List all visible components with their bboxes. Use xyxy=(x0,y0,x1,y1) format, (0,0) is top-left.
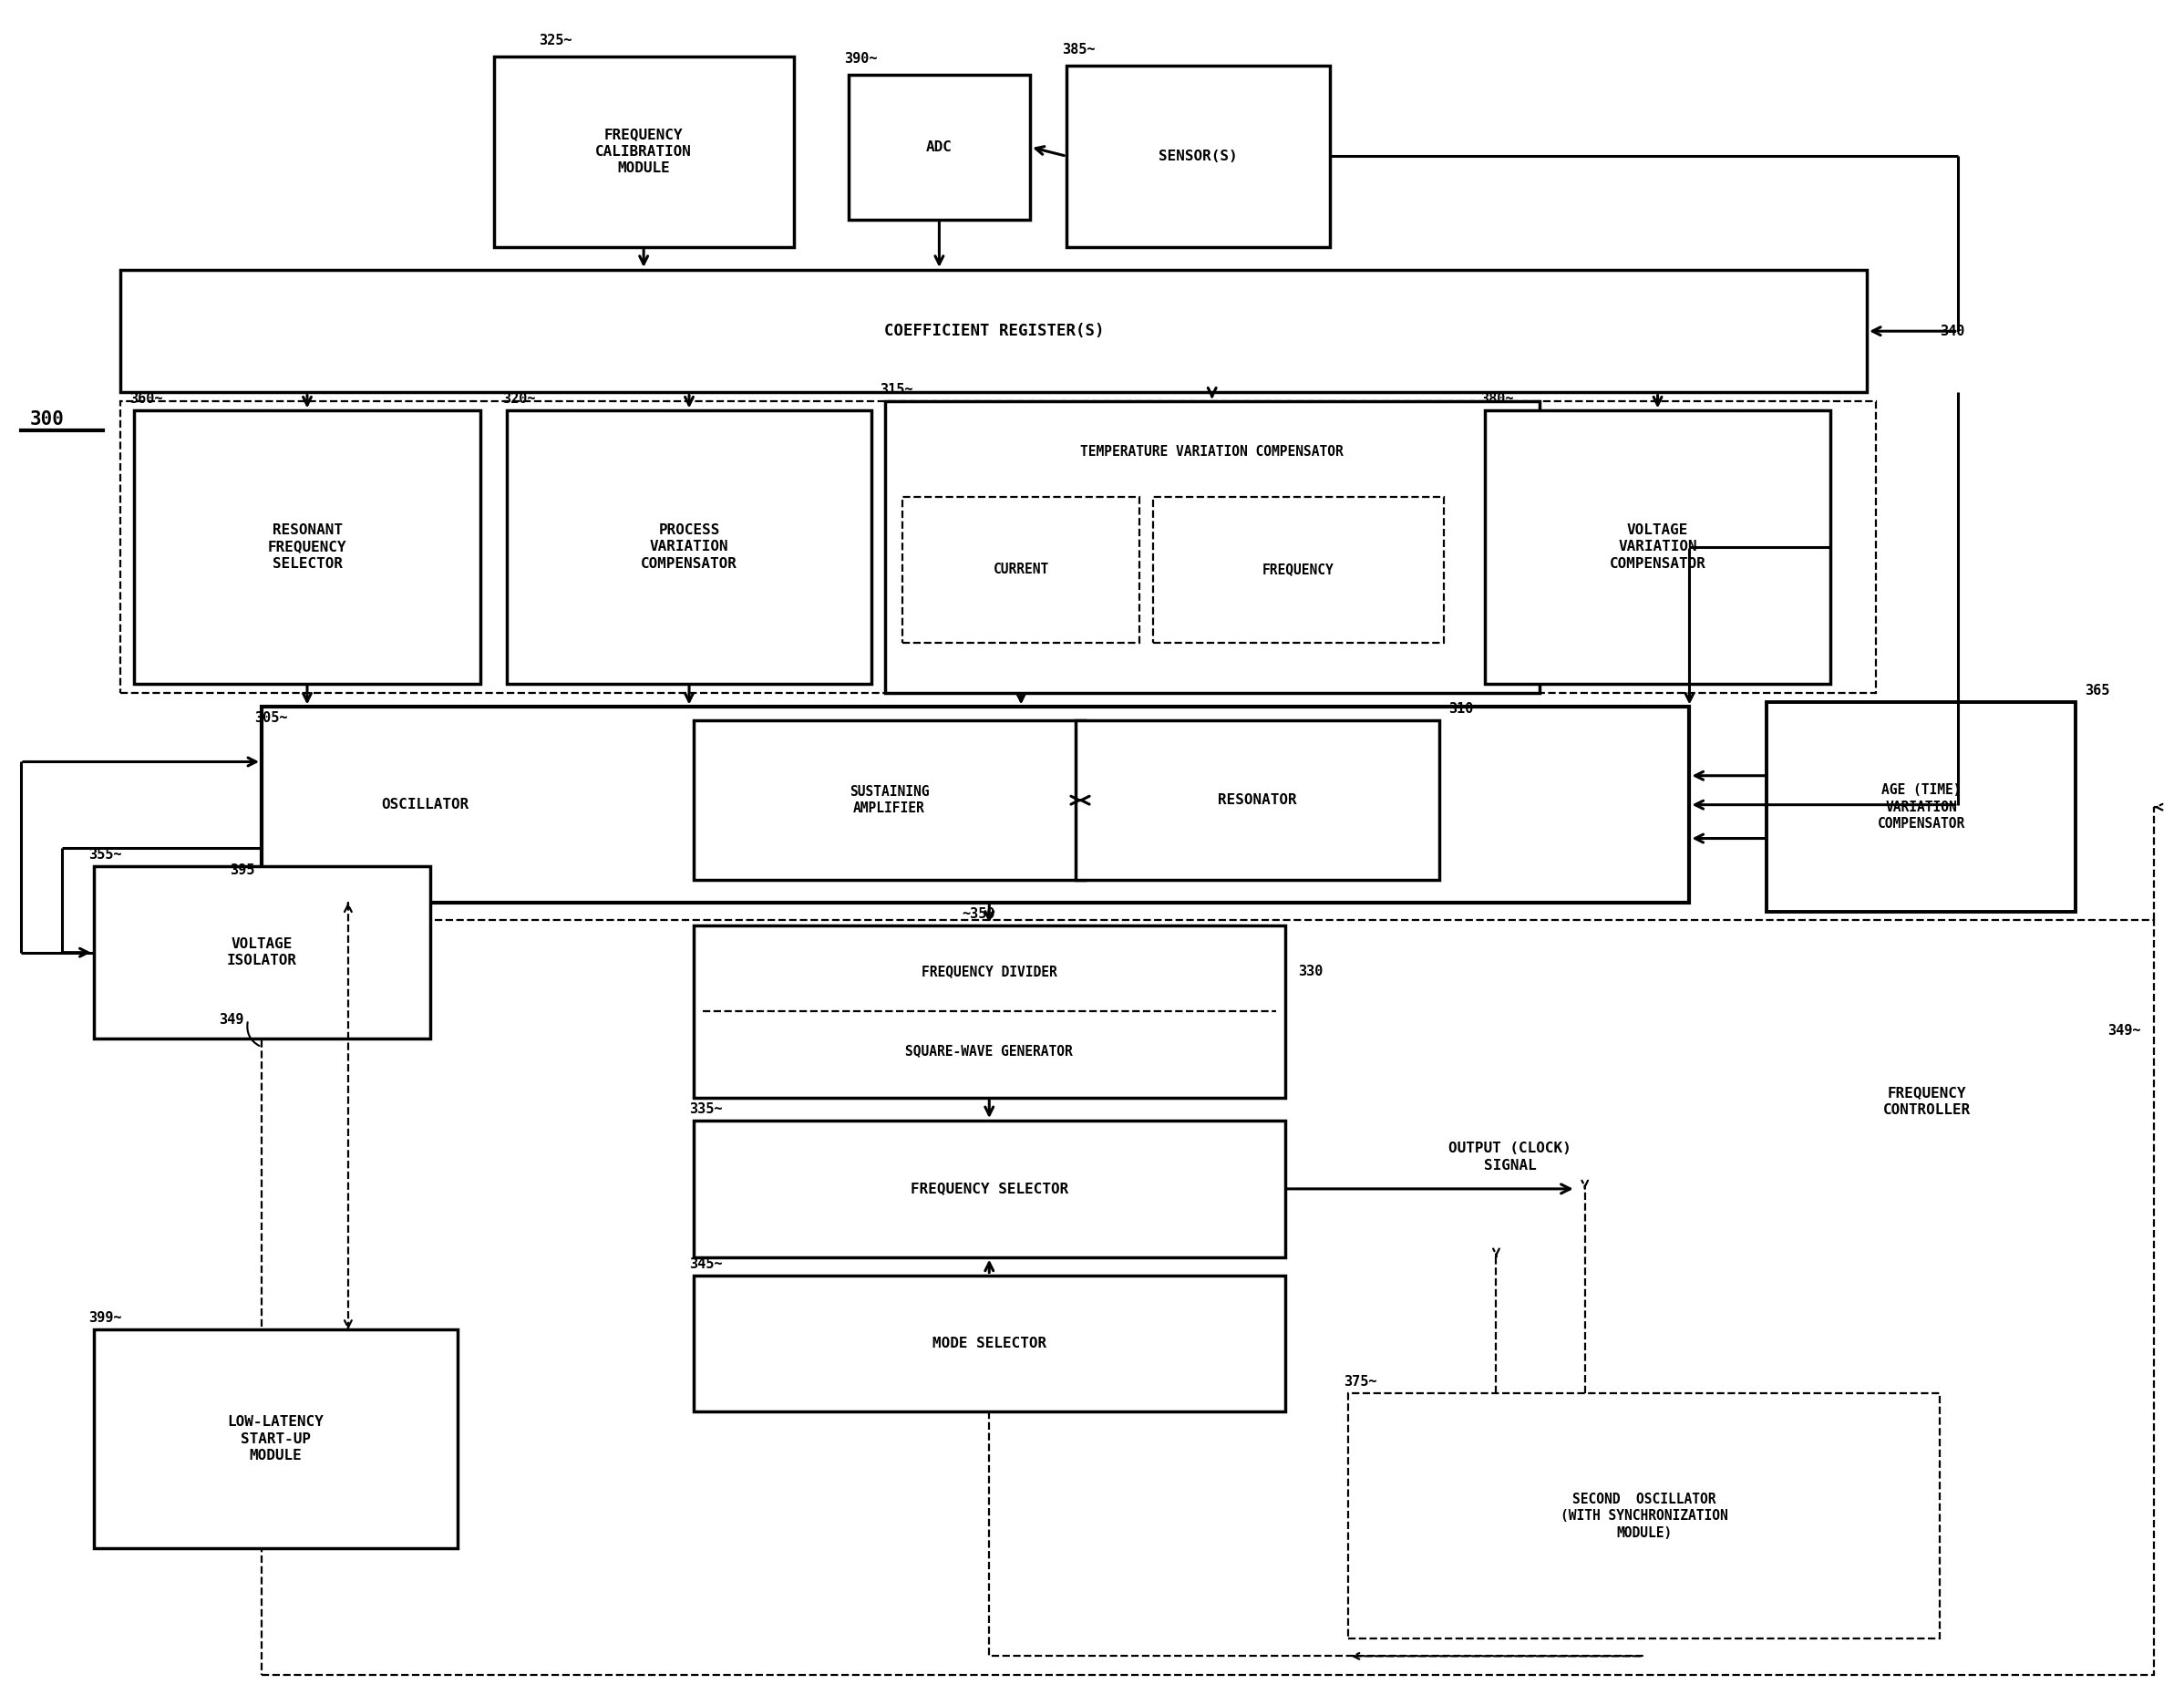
Text: 395: 395 xyxy=(229,864,256,878)
Text: SENSOR(S): SENSOR(S) xyxy=(1160,149,1238,163)
Bar xyxy=(135,410,480,683)
Text: FREQUENCY DIVIDER: FREQUENCY DIVIDER xyxy=(922,964,1057,978)
Bar xyxy=(1767,702,2077,912)
Text: 349~: 349~ xyxy=(2108,1024,2140,1037)
Bar xyxy=(120,402,1876,693)
Text: 360~: 360~ xyxy=(129,393,164,407)
Text: 335~: 335~ xyxy=(690,1102,723,1115)
Bar xyxy=(507,410,871,683)
Text: SUSTAINING
AMPLIFIER: SUSTAINING AMPLIFIER xyxy=(850,785,928,815)
Bar xyxy=(262,707,1690,902)
Bar xyxy=(847,75,1031,220)
Text: LOW-LATENCY
START-UP
MODULE: LOW-LATENCY START-UP MODULE xyxy=(227,1415,323,1463)
Text: AGE (TIME)
VARIATION
COMPENSATOR: AGE (TIME) VARIATION COMPENSATOR xyxy=(1878,783,1966,831)
Bar xyxy=(94,866,430,1039)
Bar xyxy=(494,56,793,247)
Text: 355~: 355~ xyxy=(90,848,122,861)
Bar xyxy=(1348,1393,1939,1639)
Text: FREQUENCY: FREQUENCY xyxy=(1262,563,1334,576)
Text: SQUARE-WAVE GENERATOR: SQUARE-WAVE GENERATOR xyxy=(906,1044,1072,1058)
Bar xyxy=(902,497,1140,642)
Text: SECOND  OSCILLATOR
(WITH SYNCHRONIZATION
MODULE): SECOND OSCILLATOR (WITH SYNCHRONIZATION … xyxy=(1559,1492,1728,1541)
Bar xyxy=(262,920,2153,1675)
Text: MODE SELECTOR: MODE SELECTOR xyxy=(933,1337,1046,1351)
Text: 390~: 390~ xyxy=(843,51,878,66)
Bar xyxy=(1077,720,1439,880)
Text: 340: 340 xyxy=(1939,324,1966,337)
Text: FREQUENCY
CONTROLLER: FREQUENCY CONTROLLER xyxy=(1883,1086,1970,1117)
Text: 380~: 380~ xyxy=(1481,393,1514,407)
Text: 300: 300 xyxy=(31,410,63,429)
Text: 310: 310 xyxy=(1448,702,1474,717)
Bar xyxy=(695,1120,1284,1258)
Text: VOLTAGE
ISOLATOR: VOLTAGE ISOLATOR xyxy=(227,937,297,968)
Text: FREQUENCY
CALIBRATION
MODULE: FREQUENCY CALIBRATION MODULE xyxy=(596,127,692,175)
Text: 330: 330 xyxy=(1299,964,1324,978)
Text: VOLTAGE
VARIATION
COMPENSATOR: VOLTAGE VARIATION COMPENSATOR xyxy=(1610,524,1706,571)
Text: COEFFICIENT REGISTER(S): COEFFICIENT REGISTER(S) xyxy=(885,324,1103,339)
Bar xyxy=(1153,497,1444,642)
Text: 349: 349 xyxy=(218,1014,245,1027)
Text: 375~: 375~ xyxy=(1343,1375,1378,1388)
Text: TEMPERATURE VARIATION COMPENSATOR: TEMPERATURE VARIATION COMPENSATOR xyxy=(1081,444,1343,458)
Text: ~350: ~350 xyxy=(961,907,996,920)
Bar xyxy=(94,1331,456,1548)
Bar xyxy=(695,925,1284,1098)
Bar xyxy=(1485,410,1830,683)
Text: CURRENT: CURRENT xyxy=(994,563,1048,576)
Text: OSCILLATOR: OSCILLATOR xyxy=(382,798,470,812)
Text: 365: 365 xyxy=(2086,685,2110,698)
Bar xyxy=(695,720,1085,880)
Text: 320~: 320~ xyxy=(502,393,535,407)
Bar xyxy=(885,402,1540,693)
Bar xyxy=(1066,66,1330,247)
Text: 325~: 325~ xyxy=(539,34,572,47)
Text: 305~: 305~ xyxy=(256,712,288,725)
Text: 345~: 345~ xyxy=(690,1258,723,1271)
Text: RESONATOR: RESONATOR xyxy=(1219,793,1297,807)
Text: 315~: 315~ xyxy=(880,383,913,397)
Text: ADC: ADC xyxy=(926,141,952,154)
Text: FREQUENCY SELECTOR: FREQUENCY SELECTOR xyxy=(911,1181,1068,1195)
Bar xyxy=(120,270,1867,393)
Bar xyxy=(695,1275,1284,1412)
Text: 385~: 385~ xyxy=(1061,42,1094,56)
Text: OUTPUT (CLOCK)
SIGNAL: OUTPUT (CLOCK) SIGNAL xyxy=(1448,1142,1570,1173)
Text: PROCESS
VARIATION
COMPENSATOR: PROCESS VARIATION COMPENSATOR xyxy=(640,524,738,571)
Text: 399~: 399~ xyxy=(90,1312,122,1325)
Text: RESONANT
FREQUENCY
SELECTOR: RESONANT FREQUENCY SELECTOR xyxy=(269,524,347,571)
